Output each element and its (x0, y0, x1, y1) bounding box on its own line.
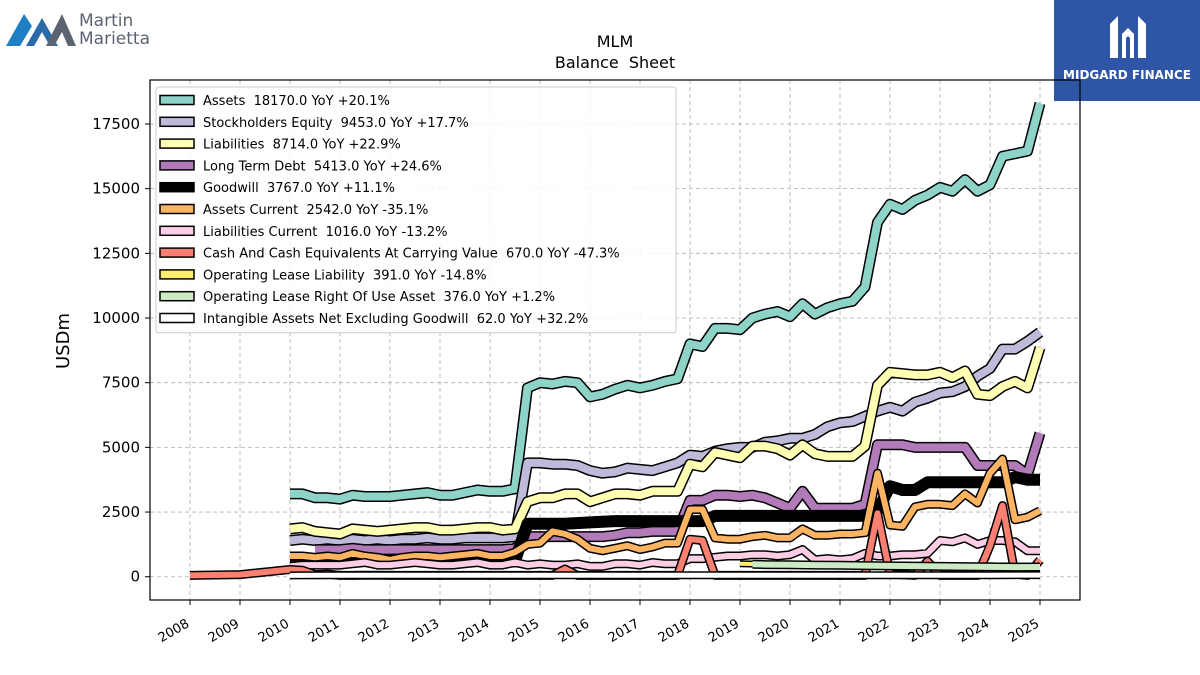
series-line (289, 533, 1040, 571)
legend: Assets 18170.0 YoY +20.1% Stockholders Eq… (155, 86, 677, 334)
y-ticks: 0 2500 5000 7500 10000 12500 15000 17500 (92, 115, 150, 586)
y-tick-label: 10000 (92, 309, 140, 327)
series-line (290, 454, 1043, 565)
martin-marietta-logo: Martin Marietta (6, 4, 166, 52)
x-tick-label: 2016 (556, 616, 592, 646)
x-tick-label: 2018 (656, 616, 692, 646)
series-line-stroke (290, 102, 1044, 504)
legend-entry-label: Stockholders Equity 9453.0 YoY +17.7% (203, 116, 469, 131)
series-line-outline (289, 327, 1044, 546)
legend-entry-label: Cash And Cash Equivalents At Carrying Va… (203, 247, 620, 262)
series-line-stroke (752, 561, 1041, 571)
x-tick-label: 2009 (206, 616, 242, 646)
legend-entry-label: Assets 18170.0 YoY +20.1% (203, 94, 390, 109)
series-line (289, 346, 1046, 540)
midgard-finance-wordmark: MIDGARD FINANCE (1063, 68, 1191, 82)
x-tick-label: 2017 (606, 616, 642, 646)
chart-subtitle: Balance Sheet (555, 53, 675, 72)
legend-swatch (159, 160, 195, 171)
y-tick-label: 15000 (92, 180, 140, 198)
legend-entry-label: Operating Lease Liability 391.0 YoY -14.… (203, 268, 487, 283)
x-tick-label: 2020 (756, 616, 792, 646)
legend-swatch (159, 269, 195, 280)
legend-swatch (159, 181, 195, 193)
series-line (752, 559, 1041, 572)
legend-swatch (159, 94, 195, 106)
x-tick-label: 2013 (406, 616, 442, 646)
x-tick-label: 2021 (806, 616, 842, 646)
y-tick-label: 7500 (102, 374, 140, 392)
legend-swatch (159, 116, 195, 128)
series-line-stroke (289, 534, 1040, 570)
legend-entry-label: Liabilities Current 1016.0 YoY -13.2% (203, 225, 447, 240)
legend-swatch (159, 312, 195, 324)
x-ticks: 2008 2009 2010 2011 2012 2013 2014 2015 2016 2017… (156, 600, 1042, 646)
y-axis-label: USDm (53, 313, 74, 369)
midgard-finance-logo: MIDGARD FINANCE (1054, 0, 1200, 101)
chart-title: MLM (597, 32, 634, 51)
series-line (290, 101, 1046, 505)
logo-line-2: Marietta (79, 29, 151, 49)
legend-entry-label: Goodwill 3767.0 YoY +11.1% (203, 181, 395, 196)
y-tick-label: 12500 (92, 244, 140, 262)
series-layer (189, 101, 1046, 580)
legend-swatch (159, 138, 195, 149)
x-tick-label: 2012 (356, 616, 392, 646)
martin-marietta-mark-icon (6, 14, 76, 46)
logo-line-1: Martin (79, 11, 134, 31)
x-tick-label: 2011 (306, 616, 342, 646)
legend-entry-label: Liabilities 8714.0 YoY +22.9% (203, 138, 401, 153)
series-line-stroke (289, 328, 1043, 545)
legend-entry-label: Operating Lease Right Of Use Asset 376.0… (203, 290, 555, 305)
legend-swatch (159, 225, 195, 237)
y-tick-label: 17500 (92, 115, 140, 133)
y-tick-label: 5000 (102, 438, 140, 456)
legend-swatch (159, 247, 195, 258)
series-line-stroke (290, 456, 1042, 563)
series-line-stroke (289, 346, 1044, 538)
legend-box (155, 86, 677, 334)
midgard-mark-icon (1110, 16, 1146, 58)
plot-frame (149, 79, 1081, 601)
y-tick-label: 0 (130, 568, 140, 586)
x-tick-label: 2024 (956, 616, 992, 646)
legend-entry-label: Long Term Debt 5413.0 YoY +24.6% (203, 159, 442, 174)
legend-entry-label: Assets Current 2542.0 YoY -35.1% (203, 203, 428, 218)
x-tick-label: 2014 (456, 616, 492, 646)
x-tick-label: 2022 (856, 616, 892, 646)
x-tick-label: 2025 (1006, 616, 1042, 646)
x-tick-label: 2023 (906, 616, 942, 646)
legend-swatch (159, 203, 195, 215)
y-tick-label: 2500 (102, 503, 140, 521)
x-tick-label: 2008 (156, 616, 192, 646)
legend-swatch (159, 290, 195, 302)
x-tick-label: 2015 (506, 616, 542, 646)
series-line (289, 327, 1044, 546)
x-tick-label: 2010 (256, 616, 292, 646)
legend-entry-label: Intangible Assets Net Excluding Goodwill… (203, 312, 588, 327)
x-tick-label: 2019 (706, 616, 742, 646)
